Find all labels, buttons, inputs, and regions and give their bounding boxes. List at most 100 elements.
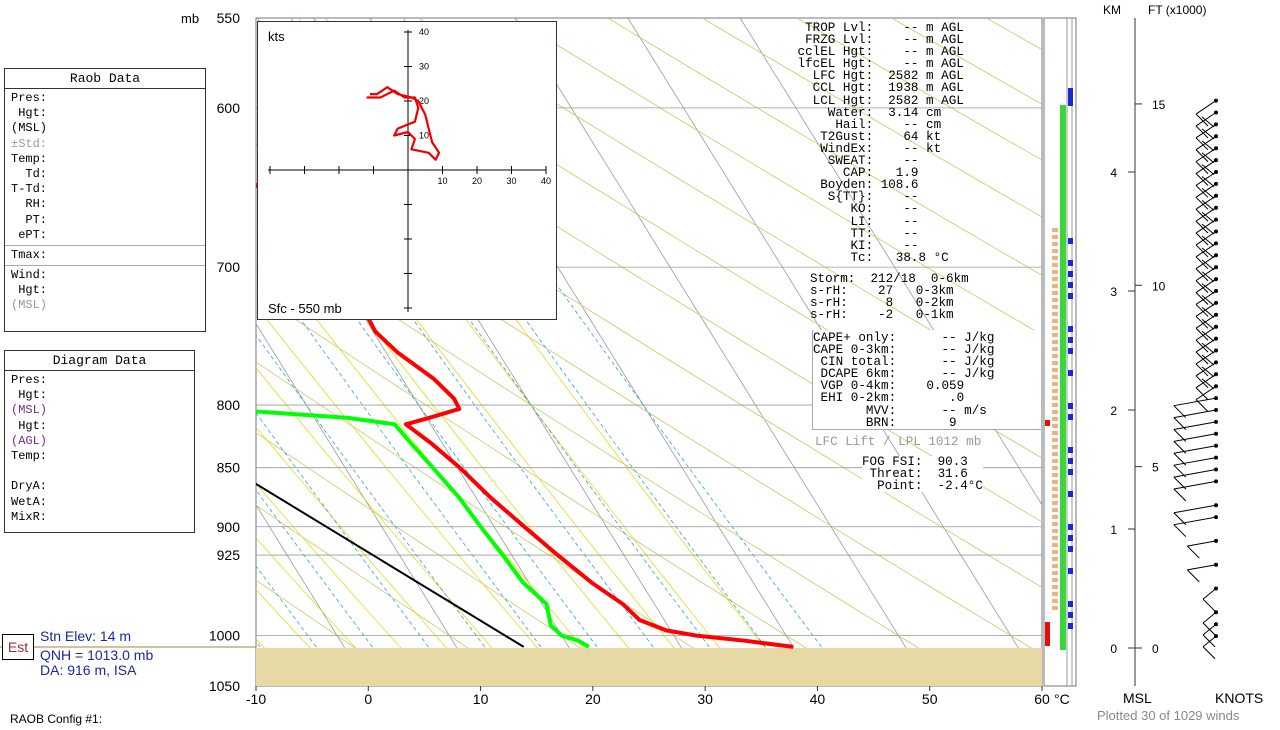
- stats-row: KO: --: [790, 203, 1040, 215]
- diag-rows-row: Hgt:: [5, 419, 194, 434]
- raob-wind-rows-row: Wind:: [5, 268, 205, 283]
- hodograph-chart: 1010202030304040: [258, 22, 556, 319]
- km-tick-label: 3: [1110, 285, 1117, 299]
- stats-row: CCL Hgt: 1938 m AGL: [790, 82, 1040, 94]
- raob-rows-row: T-Td:: [5, 182, 205, 197]
- temp-tick-label: 60: [1034, 691, 1050, 707]
- hodo-y-tick: 10: [419, 131, 429, 141]
- wind-barb: [1203, 589, 1216, 600]
- wind-barb: [1174, 410, 1216, 418]
- raob-data-title: Raob Data: [5, 69, 205, 89]
- dry-adiabat-line: [1270, 18, 1280, 686]
- wind-barb: [1174, 505, 1216, 513]
- cloud-layer-strip: [1044, 18, 1076, 686]
- diag-rows-row: DryA:: [5, 479, 194, 494]
- cape-panel: CAPE+ only: -- J/kg CAPE 0-3km: -- J/kg C…: [812, 330, 1041, 430]
- stats3-row: BRN: 9: [813, 417, 1041, 429]
- fog-row: Point: -2.4°C: [862, 480, 983, 492]
- station-elevation: Stn Elev: 14 m: [40, 628, 131, 644]
- diag-rows-row: MixR:: [5, 510, 194, 525]
- pressure-tick-label: 1000: [209, 628, 240, 644]
- ft-tick-label: 10: [1152, 279, 1166, 293]
- wind-barb: [1203, 612, 1216, 623]
- wind-barb: [1174, 458, 1216, 466]
- wind-barb: [1174, 470, 1216, 478]
- diagram-data-title: Diagram Data: [5, 351, 194, 371]
- tmax-label: Tmax:: [5, 248, 205, 263]
- pressure-tick-label: 925: [217, 547, 241, 563]
- plotted-winds-label: Plotted 30 of 1029 winds: [1097, 708, 1239, 723]
- stats-row: LCL Hgt: 2582 m AGL: [790, 95, 1040, 107]
- km-tick-label: 4: [1110, 166, 1117, 180]
- wind-barb: [1174, 446, 1216, 454]
- ground-layer: [256, 648, 1042, 686]
- km-tick-label: 0: [1110, 642, 1117, 656]
- hodograph-panel[interactable]: 10 10 20 20 30 30 40 40 kts Sfc - 550 mb: [257, 21, 557, 320]
- km-tick-label: 2: [1110, 404, 1117, 418]
- raob-rows-row: Pres:: [5, 91, 205, 106]
- dry-adiabat-line: [1081, 18, 1280, 686]
- km-label: KM: [1103, 3, 1121, 17]
- pressure-tick-label: 550: [217, 10, 241, 26]
- raob-rows-row: Hgt:: [5, 106, 205, 121]
- diag-rows-row: WetA:: [5, 495, 194, 510]
- raob-data-panel[interactable]: Raob Data Pres: Hgt: (MSL) ±Std: Temp: Td: T…: [4, 68, 206, 332]
- stats3-row: EHI 0-2km: .0: [813, 392, 1041, 404]
- temp-tick-label: 40: [810, 691, 826, 707]
- hodo-x-tick: 30: [506, 176, 516, 186]
- diag-rows-row: Pres:: [5, 373, 194, 388]
- stats-row: KI: --: [790, 240, 1040, 252]
- diag-rows-row: Temp:: [5, 449, 194, 464]
- wind-profile: 01234051015MSL KNOTS: [1110, 18, 1263, 706]
- station-qnh: QNH = 1013.0 mb: [40, 647, 153, 663]
- msl-label: MSL: [1123, 690, 1152, 706]
- temp-tick-label: -10: [246, 691, 266, 707]
- pressure-tick-label: 800: [217, 397, 241, 413]
- density-altitude: DA: 916 m, ISA: [40, 662, 136, 678]
- diag-rows-row: Hgt:: [5, 388, 194, 403]
- raob-rows-b-row: ePT:: [5, 228, 205, 243]
- raob-rows-row: Temp:: [5, 152, 205, 167]
- knots-label: KNOTS: [1215, 690, 1263, 706]
- raob-rows-row: ±Std:: [5, 137, 205, 152]
- wind-barb: [1174, 517, 1216, 525]
- km-tick-label: 1: [1110, 523, 1117, 537]
- hodograph-range: Sfc - 550 mb: [268, 301, 342, 316]
- stats2-row: s-rH: -2 0-1km: [810, 309, 969, 321]
- raob-wind-rows-row: Hgt:: [5, 283, 205, 298]
- diag-rows-row: (MSL): [5, 403, 194, 418]
- temp-tick-label: 20: [585, 691, 601, 707]
- temp-tick-label: 0: [364, 691, 372, 707]
- diag-rows-row: [5, 464, 194, 479]
- wind-barb: [1187, 541, 1216, 546]
- ft-tick-label: 15: [1152, 98, 1166, 112]
- pressure-tick-label: 850: [217, 460, 241, 476]
- diag-rows-row: (AGL): [5, 434, 194, 449]
- pressure-tick-label: 700: [217, 259, 241, 275]
- config-label: RAOB Config #1:: [10, 712, 102, 726]
- wind-barb: [1174, 422, 1216, 430]
- stats-row: Water: 3.14 cm: [790, 107, 1040, 119]
- ft-tick-label: 0: [1152, 642, 1159, 656]
- raob-rows-row: Td:: [5, 167, 205, 182]
- hodograph-units: kts: [268, 29, 285, 44]
- lfc-lift-label: LFC Lift / LPL 1012 mb: [815, 435, 981, 449]
- pressure-tick-label: 900: [217, 519, 241, 535]
- stats3-row: MVV: -- m/s: [813, 405, 1041, 417]
- dry-adiabat-line: [1176, 18, 1280, 686]
- wind-barb: [1174, 481, 1216, 489]
- est-button[interactable]: Est: [2, 634, 34, 660]
- ft-label: FT (x1000): [1148, 3, 1206, 17]
- raob-rows-row: (MSL): [5, 121, 205, 136]
- pressure-tick-label: 1050: [209, 678, 240, 694]
- temp-tick-label: 50: [922, 691, 938, 707]
- raob-rows-b-row: PT:: [5, 213, 205, 228]
- temp-unit-label: °C: [1054, 691, 1070, 707]
- hodo-y-tick: 40: [419, 27, 429, 37]
- hodo-x-tick: 40: [541, 176, 551, 186]
- diagram-data-panel[interactable]: Diagram Data Pres: Hgt: (MSL) Hgt: (AGL) Te…: [4, 350, 195, 533]
- pressure-unit-label: mb: [181, 11, 199, 26]
- wind-barb: [1174, 434, 1216, 442]
- wind-barb: [1187, 565, 1216, 570]
- stats-row: LI: --: [790, 216, 1040, 228]
